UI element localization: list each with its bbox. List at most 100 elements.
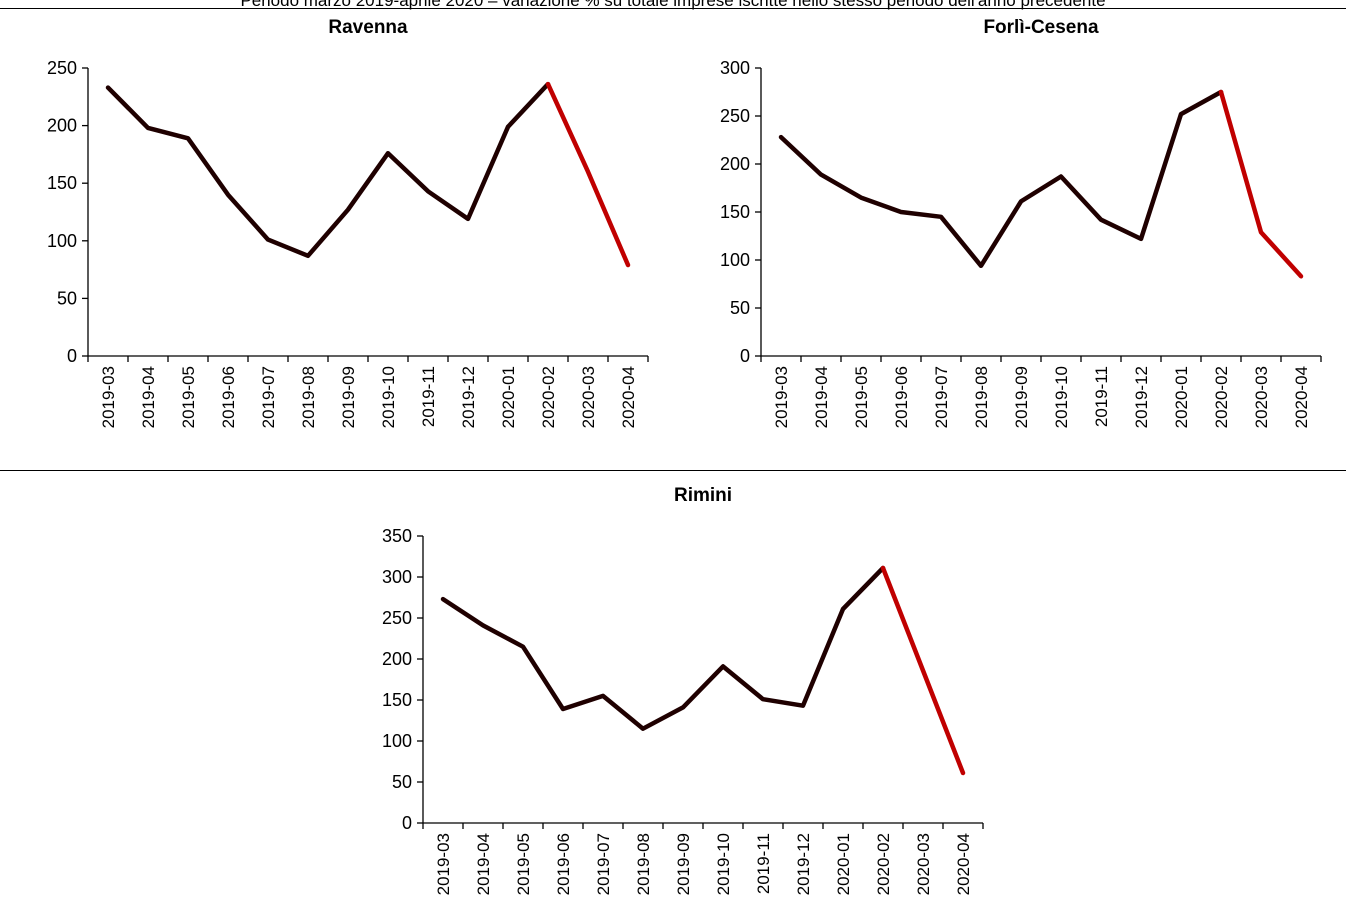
y-tick-label: 0	[740, 346, 750, 366]
y-tick-label: 150	[47, 173, 77, 193]
x-tick-label: 2019-04	[139, 366, 158, 428]
series-line-highlight	[1218, 89, 1304, 279]
data-point	[859, 195, 863, 199]
data-point	[546, 82, 550, 86]
y-tick-label: 250	[720, 106, 750, 126]
data-point	[939, 215, 943, 219]
data-point	[881, 566, 885, 570]
x-tick-label: 2020-02	[539, 366, 558, 428]
y-tick-label: 150	[382, 690, 412, 710]
data-point	[626, 263, 630, 267]
data-point	[721, 664, 725, 668]
y-tick-label: 200	[382, 649, 412, 669]
x-tick-label: 2020-01	[499, 366, 518, 428]
x-tick-label: 2019-12	[459, 366, 478, 428]
y-tick-label: 250	[47, 58, 77, 78]
data-point	[641, 727, 645, 731]
x-tick-label: 2019-03	[772, 366, 791, 428]
x-tick-label: 2020-04	[1292, 366, 1311, 428]
data-point	[266, 237, 270, 241]
x-tick-label: 2020-03	[914, 833, 933, 895]
x-tick-label: 2019-10	[1052, 366, 1071, 428]
data-point	[346, 208, 350, 212]
y-tick-label: 0	[402, 813, 412, 833]
data-point	[586, 170, 590, 174]
x-tick-label: 2019-06	[892, 366, 911, 428]
x-tick-label: 2019-03	[99, 366, 118, 428]
data-point	[466, 217, 470, 221]
data-point	[481, 623, 485, 627]
x-tick-label: 2019-05	[179, 366, 198, 428]
x-tick-label: 2019-09	[674, 833, 693, 895]
chart-ravenna: Ravenna 0 50 100 150 200 250 2019-03 2019-04 2019…	[47, 17, 649, 428]
x-tick-label: 2019-11	[754, 833, 773, 894]
data-point	[1059, 174, 1063, 178]
x-tick-label: 2019-04	[474, 833, 493, 895]
data-point	[146, 126, 150, 130]
data-point	[961, 771, 965, 775]
x-tick-label: 2020-01	[834, 833, 853, 895]
x-tick-label: 2019-10	[379, 366, 398, 428]
data-point	[979, 264, 983, 268]
chart-title: Rimini	[674, 485, 732, 506]
data-point	[306, 254, 310, 258]
data-point	[1099, 218, 1103, 222]
data-point	[779, 135, 783, 139]
x-tick-label: 2019-07	[259, 366, 278, 428]
x-tick-label: 2020-04	[619, 366, 638, 428]
y-tick-label: 200	[47, 116, 77, 136]
y-tick-label: 100	[47, 231, 77, 251]
x-tick-label: 2019-06	[219, 366, 238, 428]
data-point	[506, 125, 510, 129]
chart-title: Forlì-Cesena	[983, 17, 1099, 38]
y-tick-label: 150	[720, 202, 750, 222]
data-point	[521, 645, 525, 649]
x-tick-label: 2019-04	[812, 366, 831, 428]
x-tick-label: 2019-10	[714, 833, 733, 895]
data-point	[1259, 230, 1263, 234]
x-tick-label: 2019-08	[634, 833, 653, 895]
x-tick-label: 2020-03	[1252, 366, 1271, 428]
data-point	[819, 172, 823, 176]
series-line-before	[105, 81, 551, 259]
data-point	[106, 85, 110, 89]
data-point	[841, 607, 845, 611]
y-tick-label: 300	[382, 567, 412, 587]
data-point	[601, 694, 605, 698]
y-tick-label: 300	[720, 58, 750, 78]
y-tick-label: 200	[720, 154, 750, 174]
page-title: Periodo marzo 2019-aprile 2020 – variazi…	[240, 0, 1106, 10]
x-tick-label: 2019-03	[434, 833, 453, 895]
series-line-before	[440, 565, 886, 731]
y-tick-label: 250	[382, 608, 412, 628]
x-tick-label: 2020-03	[579, 366, 598, 428]
data-point	[226, 193, 230, 197]
data-point	[1299, 274, 1303, 278]
series-line-highlight	[545, 81, 631, 268]
series-line-before	[778, 89, 1224, 269]
series-line-highlight	[880, 565, 966, 776]
data-point	[386, 151, 390, 155]
chart-rimini: Rimini 0 50 100 150 200 250 300 350 2019-03 2019-0…	[382, 485, 984, 895]
y-tick-label: 50	[57, 288, 77, 308]
y-tick-label: 350	[382, 526, 412, 546]
data-point	[186, 136, 190, 140]
x-tick-label: 2019-07	[594, 833, 613, 895]
x-tick-label: 2019-11	[419, 366, 438, 427]
x-tick-label: 2020-04	[954, 833, 973, 895]
data-point	[681, 705, 685, 709]
data-point	[899, 210, 903, 214]
x-tick-label: 2019-12	[1132, 366, 1151, 428]
data-point	[761, 697, 765, 701]
x-tick-label: 2019-09	[339, 366, 358, 428]
chart-forli-cesena: Forlì-Cesena 0 50 100 150 200 250 300 2019-03 201…	[720, 17, 1322, 428]
data-point	[1019, 199, 1023, 203]
data-point	[801, 704, 805, 708]
x-tick-label: 2019-08	[299, 366, 318, 428]
y-tick-label: 50	[392, 772, 412, 792]
x-tick-label: 2019-05	[514, 833, 533, 895]
data-point	[441, 597, 445, 601]
y-tick-label: 50	[730, 298, 750, 318]
y-tick-label: 0	[67, 346, 77, 366]
